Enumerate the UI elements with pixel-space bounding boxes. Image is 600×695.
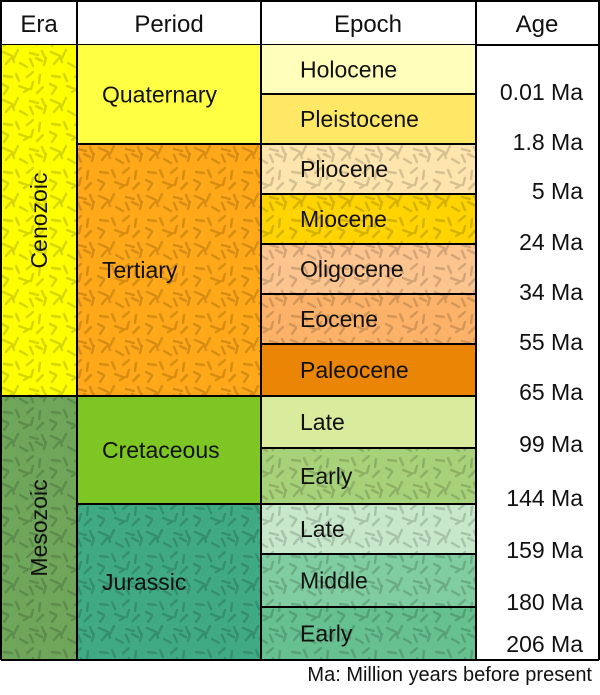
epoch-pleistocene-label: Pleistocene [300,106,419,132]
table-body: Cenozoic Mesozoic Quaternary Tertiary Cretac… [1,45,476,660]
epoch-oligocene-label: Oligocene [300,256,404,282]
geologic-time-table: Era Period Epoch Age Cenozoic Mesozoic Qua… [0,0,600,661]
epoch-pliocene-label: Pliocene [300,156,388,182]
period-jurassic-label: Jurassic [102,569,186,595]
period-tertiary-label: Tertiary [102,257,178,283]
period-column-header: Period [134,11,203,38]
age-column: 0.01 Ma 1.8 Ma 5 Ma 24 Ma 34 Ma 55 Ma 65 Ma 99 … [500,79,583,657]
epoch-paleocene-label: Paleocene [300,357,409,383]
age-label: 65 Ma [519,379,583,405]
period-quaternary-label: Quaternary [102,82,218,108]
epoch-middle-cell: Middle [261,554,476,607]
epoch-early-label: Early [300,621,353,647]
epoch-late-cell: Late [261,504,476,554]
epoch-pleistocene-cell: Pleistocene [261,94,476,144]
age-label: 34 Ma [519,279,583,305]
epoch-late-cell: Late [261,396,476,448]
era-mesozoic-label: Mesozoic [26,479,52,576]
age-column-header: Age [516,11,559,38]
epoch-holocene-cell: Holocene [261,45,476,94]
epoch-paleocene-cell: Paleocene [261,344,476,396]
age-label: 0.01 Ma [500,79,583,105]
period-quaternary-cell: Quaternary [77,45,261,144]
age-label: 159 Ma [506,537,583,563]
era-cenozoic-label: Cenozoic [26,173,52,269]
era-cenozoic-cell: Cenozoic [1,45,77,396]
header-row: Era Period Epoch Age [0,0,600,46]
age-label: 180 Ma [506,589,583,615]
age-label: 5 Ma [532,178,583,204]
age-label: 1.8 Ma [513,129,584,155]
epoch-miocene-label: Miocene [300,206,387,232]
epoch-early-cell: Early [261,448,476,504]
age-label: 206 Ma [506,631,583,657]
epoch-miocene-cell: Miocene [261,194,476,244]
epoch-oligocene-cell: Oligocene [261,244,476,294]
epoch-late-label: Late [300,409,345,435]
footnote: Ma: Million years before present [307,664,592,686]
epoch-middle-label: Middle [300,568,368,594]
period-cretaceous-label: Cretaceous [102,437,220,463]
period-jurassic-cell: Jurassic [77,504,261,660]
epoch-late-label: Late [300,516,345,542]
period-cretaceous-cell: Cretaceous [77,396,261,504]
epoch-eocene-cell: Eocene [261,294,476,344]
epoch-pliocene-cell: Pliocene [261,144,476,194]
age-label: 99 Ma [519,431,583,457]
epoch-column-header: Epoch [334,11,402,38]
period-tertiary-cell: Tertiary [77,144,261,396]
epoch-early-label: Early [300,463,353,489]
table-grid [0,45,600,661]
age-label: 24 Ma [519,229,583,255]
age-label: 55 Ma [519,329,583,355]
epoch-early-cell: Early [261,607,476,660]
epoch-eocene-label: Eocene [300,306,378,332]
era-column-header: Era [20,11,58,38]
epoch-holocene-label: Holocene [300,57,397,83]
age-label: 144 Ma [506,485,583,511]
era-mesozoic-cell: Mesozoic [1,396,77,660]
